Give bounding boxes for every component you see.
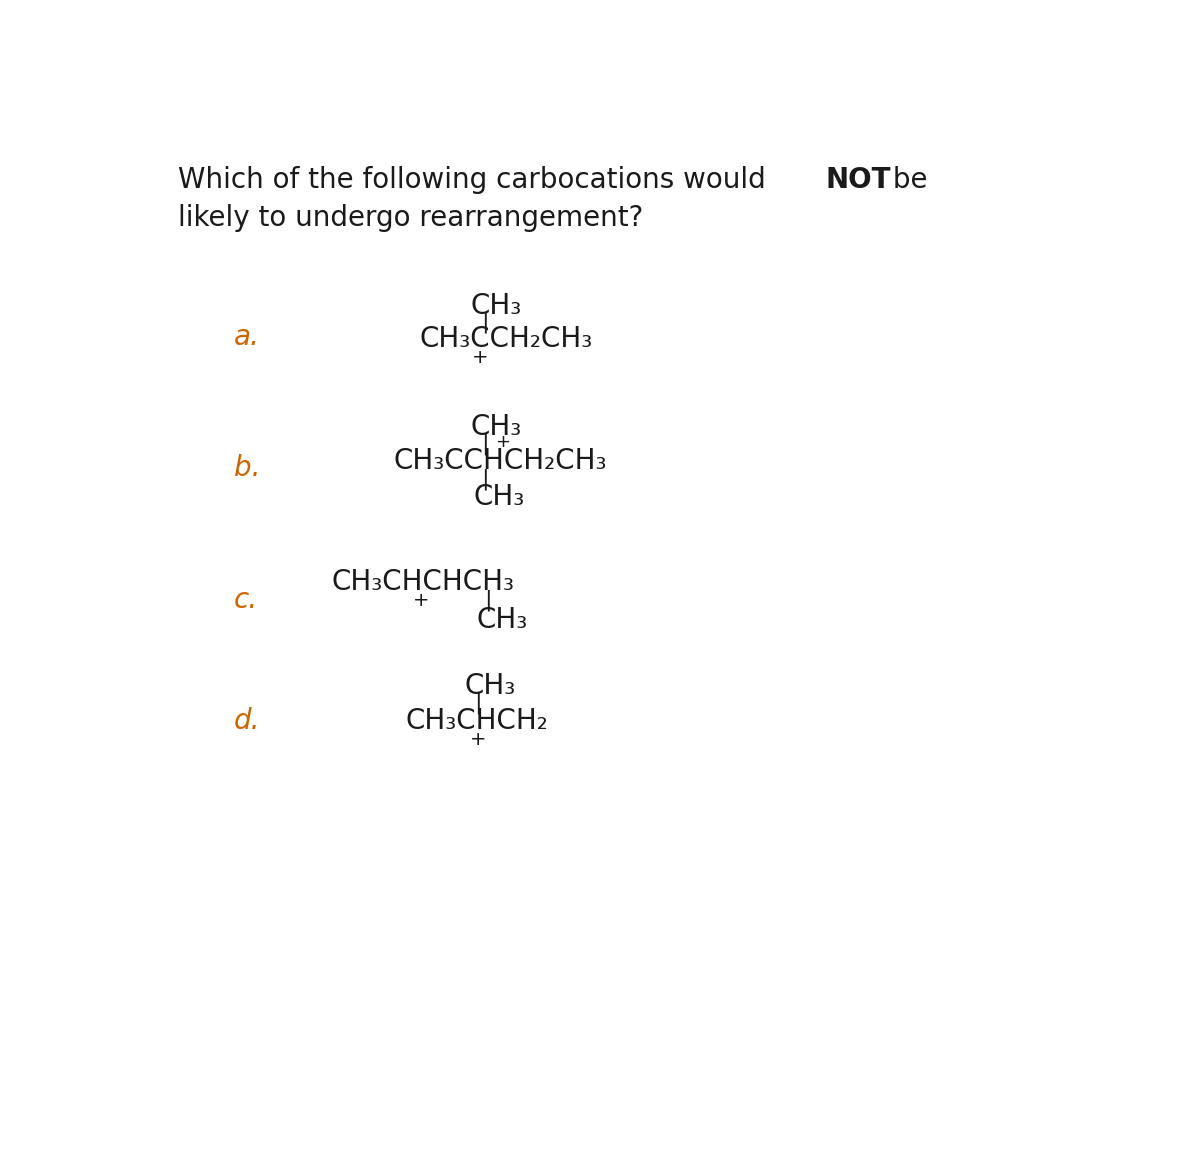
Text: Which of the following carbocations would: Which of the following carbocations woul… bbox=[178, 167, 774, 195]
Text: |: | bbox=[481, 311, 488, 333]
Text: be: be bbox=[883, 167, 928, 195]
Text: NOT: NOT bbox=[826, 167, 890, 195]
Text: CH₃: CH₃ bbox=[464, 672, 516, 700]
Text: |: | bbox=[481, 469, 488, 490]
Text: +: + bbox=[413, 591, 430, 610]
Text: CH₃CCH₂CH₃: CH₃CCH₂CH₃ bbox=[420, 325, 593, 353]
Text: CH₃CHCHCH₃: CH₃CHCHCH₃ bbox=[331, 568, 515, 596]
Text: likely to undergo rearrangement?: likely to undergo rearrangement? bbox=[178, 204, 643, 232]
Text: b.: b. bbox=[234, 454, 260, 482]
Text: +: + bbox=[472, 347, 488, 366]
Text: |: | bbox=[481, 434, 488, 455]
Text: +: + bbox=[496, 433, 510, 450]
Text: a.: a. bbox=[234, 323, 259, 351]
Text: CH₃: CH₃ bbox=[476, 606, 528, 634]
Text: CH₃CCHCH₂CH₃: CH₃CCHCH₂CH₃ bbox=[394, 448, 607, 476]
Text: CH₃: CH₃ bbox=[470, 413, 522, 441]
Text: c.: c. bbox=[234, 585, 258, 613]
Text: |: | bbox=[474, 693, 482, 714]
Text: CH₃: CH₃ bbox=[470, 292, 522, 319]
Text: CH₃: CH₃ bbox=[474, 483, 524, 511]
Text: |: | bbox=[484, 590, 492, 611]
Text: CH₃CHCH₂: CH₃CHCH₂ bbox=[406, 707, 548, 735]
Text: +: + bbox=[470, 730, 486, 750]
Text: d.: d. bbox=[234, 707, 260, 735]
